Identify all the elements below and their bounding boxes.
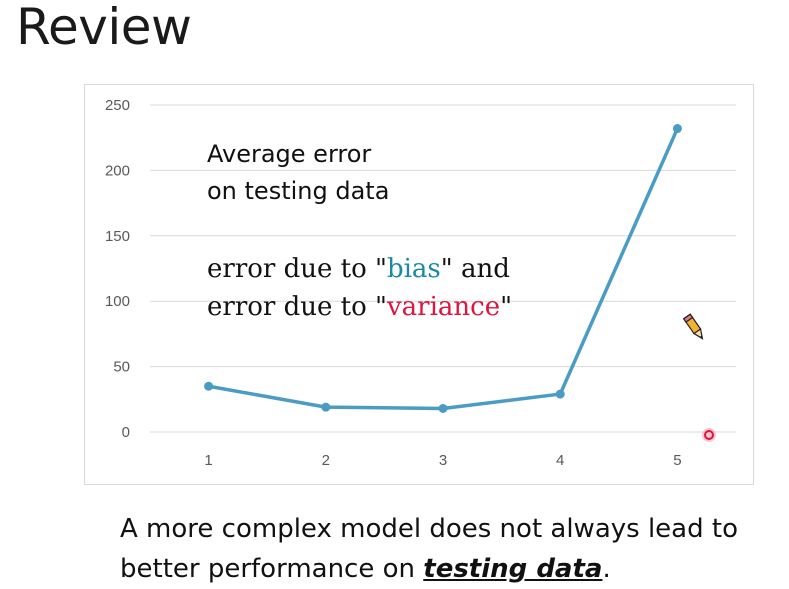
bias-prefix: error due to ": [207, 254, 387, 284]
y-tick-label: 200: [105, 162, 130, 179]
variance-suffix: ": [500, 292, 513, 322]
y-tick-label: 50: [113, 359, 130, 376]
error-line-chart: 0 50 100 150 200 250 1 2 3 4 5: [105, 97, 736, 469]
variance-word: variance: [386, 292, 501, 322]
data-point: [438, 403, 448, 413]
data-point: [321, 402, 331, 412]
annotation-bias-line: error due to "bias" and: [207, 250, 512, 288]
y-tick-label: 100: [105, 293, 130, 310]
bias-suffix: " and: [440, 254, 510, 284]
x-tick-label: 5: [673, 452, 681, 469]
caption-line-1: A more complex model does not always lea…: [120, 514, 738, 544]
x-tick-label: 2: [322, 452, 330, 469]
bias-word: bias: [386, 254, 441, 284]
chart-annotation-bias-variance: error due to "bias" and error due to "va…: [207, 250, 512, 326]
chart-frame: [84, 84, 754, 485]
data-point: [204, 381, 214, 391]
annotation-variance-line: error due to "variance": [207, 288, 512, 326]
pointer-dot-icon: [702, 428, 716, 442]
annotation-line-2: on testing data: [207, 177, 390, 205]
caption-emphasis: testing data: [423, 554, 603, 584]
pencil-icon: [682, 313, 704, 340]
x-tick-label: 4: [556, 452, 564, 469]
slide-caption: A more complex model does not always lea…: [120, 509, 738, 589]
variance-prefix: error due to ": [207, 292, 387, 322]
x-tick-label: 3: [439, 452, 447, 469]
y-tick-label: 0: [122, 424, 130, 441]
caption-suffix: .: [602, 554, 611, 584]
caption-prefix: better performance on: [120, 554, 424, 584]
y-tick-label: 150: [105, 228, 130, 245]
x-tick-label: 1: [204, 452, 212, 469]
data-point: [555, 389, 565, 399]
data-point: [672, 124, 682, 134]
slide-title: Review: [16, 0, 192, 56]
caption-line-2: better performance on testing data.: [120, 549, 738, 589]
chart-annotation-average-error: Average error on testing data: [207, 136, 389, 210]
annotation-line-1: Average error: [207, 140, 372, 168]
y-tick-label: 250: [105, 97, 130, 114]
